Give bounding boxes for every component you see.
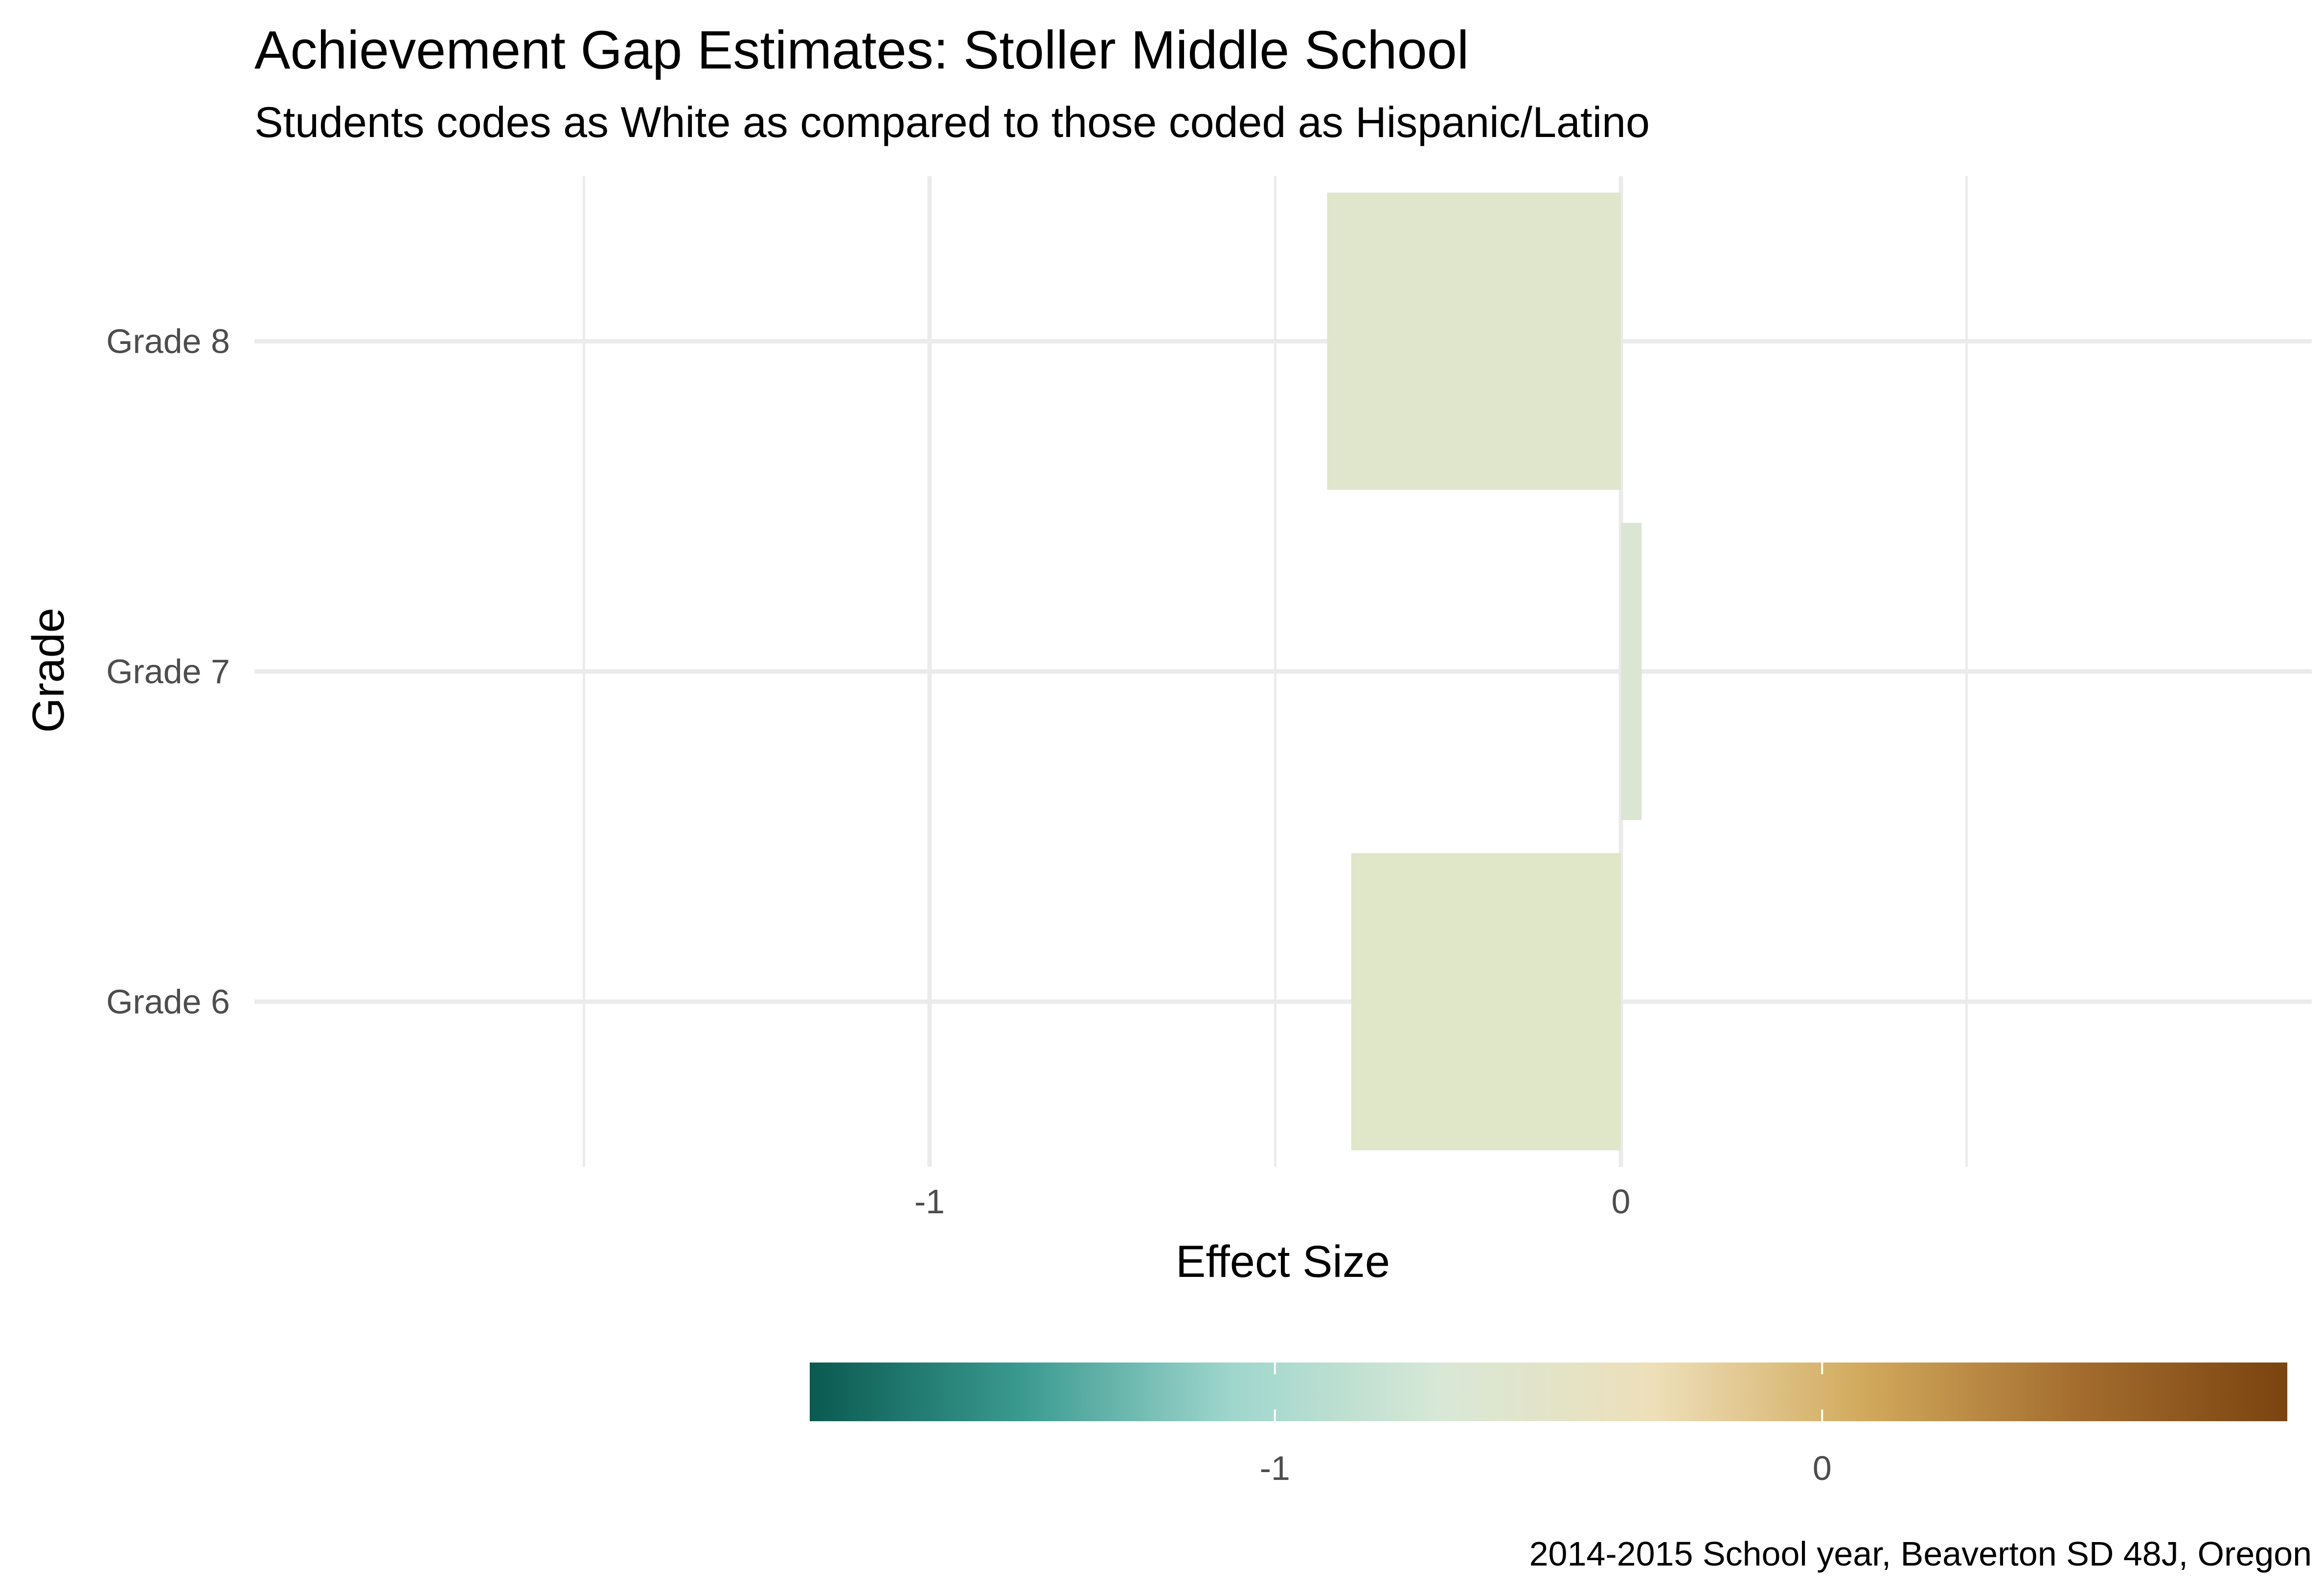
x-tick-labels: -1 0 [914,1182,1631,1221]
chart-subtitle: Students codes as White as compared to t… [254,98,1650,146]
x-tick-label: 0 [1612,1182,1631,1221]
legend-tick-label: 0 [1813,1449,1832,1487]
y-tick-labels: Grade 6 Grade 7 Grade 8 [106,322,230,1021]
color-legend: -1 0 [810,1363,2287,1487]
y-tick-label: Grade 7 [106,653,230,691]
bar-grade-6 [1351,853,1621,1151]
x-axis-label: Effect Size [1176,1237,1390,1287]
legend-tick-label: -1 [1260,1449,1290,1487]
chart-title: Achievement Gap Estimates: Stoller Middl… [254,20,1469,80]
legend-ticks: -1 0 [1260,1363,1832,1487]
bars [1327,192,1642,1151]
y-tick-label: Grade 8 [106,322,230,361]
bar-grade-8 [1327,192,1621,490]
legend-colorbar [810,1363,2287,1421]
grid-major [254,176,2312,1167]
y-tick-label: Grade 6 [106,983,230,1021]
bar-grade-7 [1621,522,1642,820]
y-axis-label: Grade [23,608,73,733]
chart-caption: 2014-2015 School year, Beaverton SD 48J,… [1529,1535,2312,1573]
x-tick-label: -1 [914,1182,945,1221]
plot-area [254,176,2312,1167]
